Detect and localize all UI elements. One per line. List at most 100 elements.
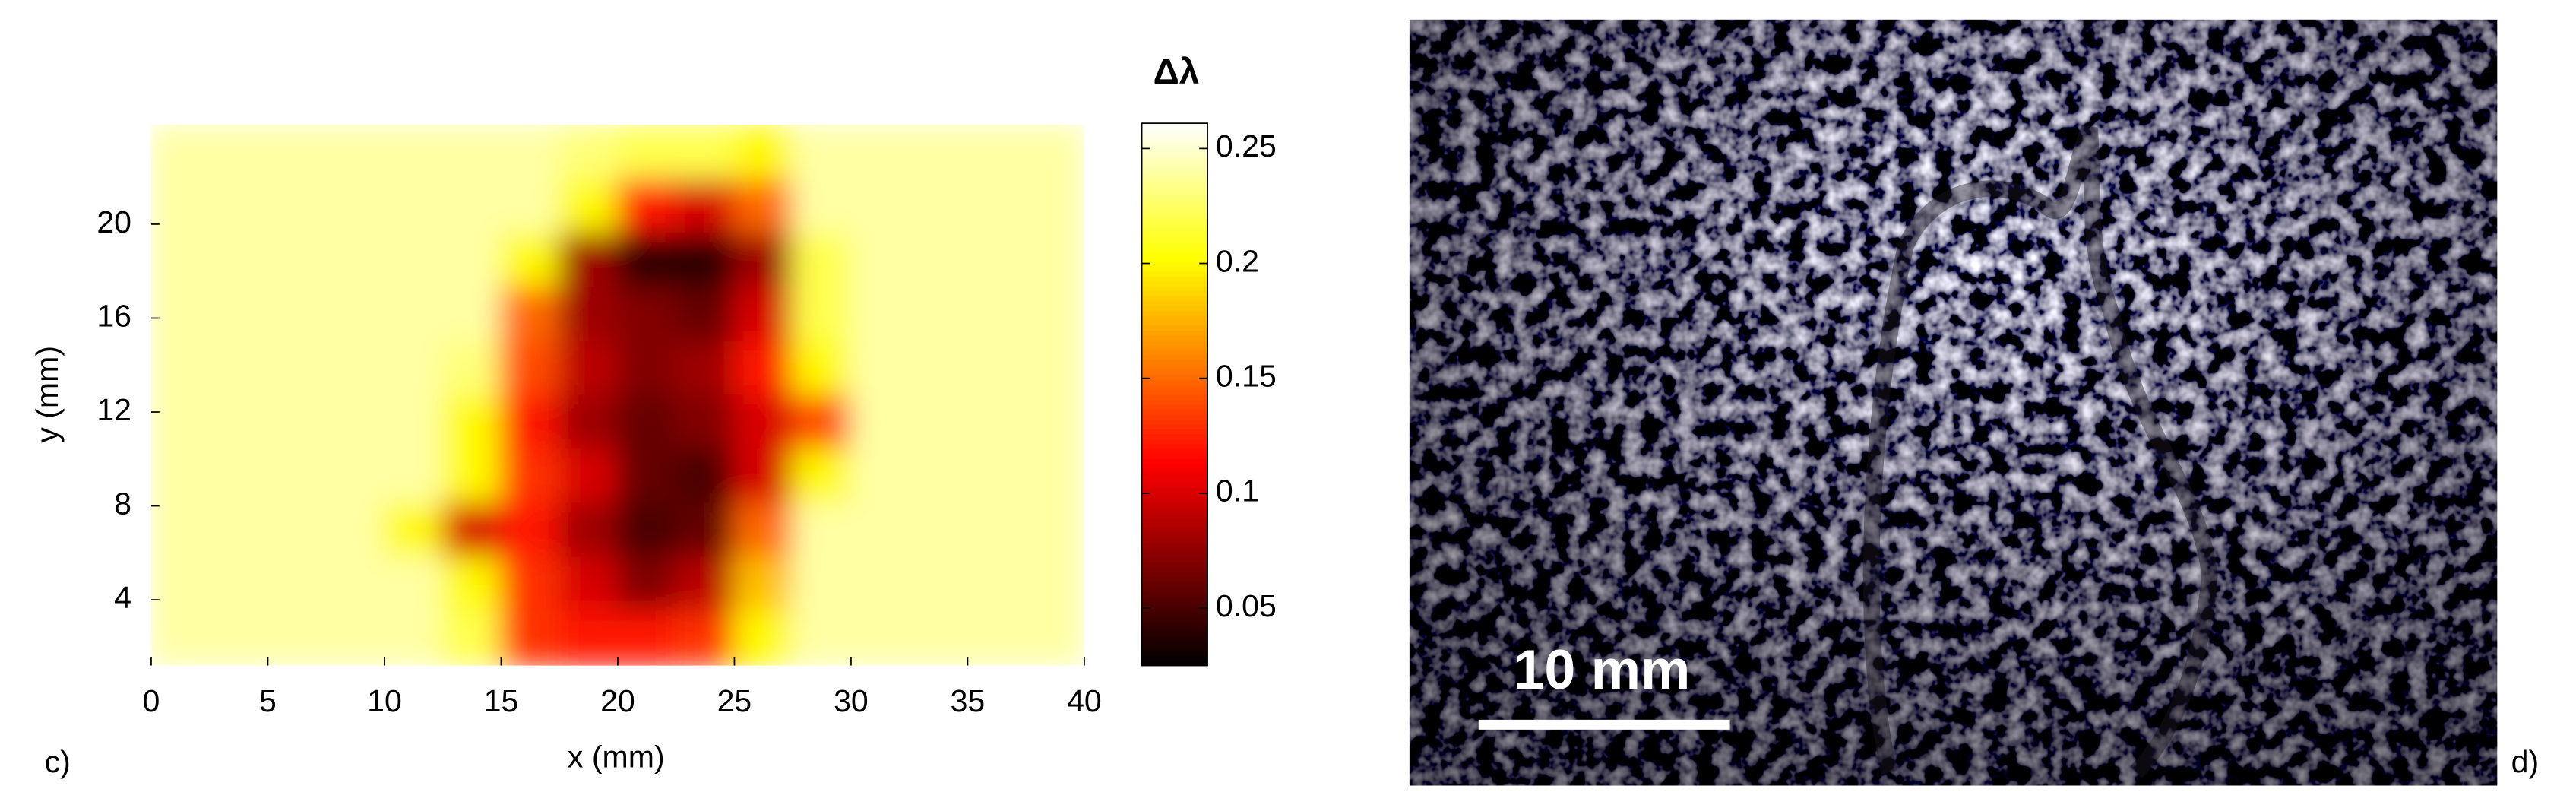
heatmap-cell — [500, 556, 561, 613]
y-tick-label: 16 — [97, 298, 131, 333]
heatmap-cell — [850, 556, 910, 613]
heatmap-cell — [1025, 556, 1084, 613]
heatmap-cell — [383, 610, 444, 666]
heatmap-cell — [150, 448, 210, 505]
colorbar-swatch — [1141, 236, 1208, 242]
heatmap-cell — [267, 233, 328, 289]
colorbar-swatch — [1141, 186, 1208, 193]
colorbar-swatch — [1141, 265, 1208, 272]
colorbar-swatch — [1141, 541, 1208, 548]
photo-feature — [1862, 125, 2218, 778]
heatmap-cell — [908, 341, 969, 397]
heatmap-cell — [267, 610, 328, 666]
colorbar-swatch — [1141, 295, 1208, 302]
heatmap-cell — [383, 556, 444, 613]
heatmap-cell — [559, 125, 619, 181]
colorbar-swatch — [1141, 521, 1208, 528]
heatmap-cell — [559, 341, 619, 397]
heatmap-cell — [208, 287, 269, 343]
y-tick-label: 8 — [114, 486, 131, 521]
heatmap-cell — [675, 610, 736, 666]
x-tick-label: 25 — [717, 683, 752, 718]
heatmap-cell — [325, 341, 386, 397]
heatmap-cell — [967, 125, 1027, 181]
heatmap-cell — [559, 502, 619, 559]
heatmap-cell — [500, 610, 561, 666]
heatmap-cell — [1025, 179, 1084, 235]
heatmap-cell — [733, 341, 794, 397]
heatmap-cell — [967, 233, 1027, 289]
heatmap-cell — [1025, 394, 1084, 451]
colorbar-swatch — [1141, 635, 1208, 642]
x-axis-label: x (mm) — [568, 740, 665, 775]
heatmap-cell — [675, 341, 736, 397]
heatmap-cell — [325, 125, 386, 181]
heatmap-cell — [325, 610, 386, 666]
colorbar-swatch — [1141, 566, 1208, 572]
colorbar-swatch — [1141, 285, 1208, 292]
heatmap-cell — [500, 448, 561, 505]
colorbar-swatch — [1141, 620, 1208, 627]
colorbar-swatch — [1141, 192, 1208, 198]
x-tick-label: 5 — [259, 683, 277, 718]
heatmap-cell — [850, 179, 910, 235]
heatmap-cell — [733, 179, 794, 235]
colorbar-swatch — [1141, 547, 1208, 553]
heatmap-cell — [908, 394, 969, 451]
colorbar-swatch — [1141, 329, 1208, 336]
heatmap-cell — [1025, 125, 1084, 181]
colorbar-tick-label: 0.1 — [1216, 474, 1259, 509]
colorbar-swatch — [1141, 408, 1208, 415]
heatmap-cell — [559, 448, 619, 505]
colorbar-swatch — [1141, 349, 1208, 356]
heatmap-cell — [325, 287, 386, 343]
colorbar-swatch — [1141, 487, 1208, 494]
heatmap-cell — [150, 287, 210, 343]
heatmap-cell — [733, 556, 794, 613]
panel-label: c) — [45, 744, 71, 779]
heatmap-cell — [383, 502, 444, 559]
colorbar-swatch — [1141, 339, 1208, 346]
heatmap-cell — [500, 394, 561, 451]
colorbar-swatch — [1141, 305, 1208, 312]
heatmap-cell — [792, 341, 853, 397]
colorbar-swatch — [1141, 645, 1208, 651]
heatmap-cell — [908, 179, 969, 235]
heatmap-cell — [559, 233, 619, 289]
colorbar-swatch — [1141, 507, 1208, 514]
colorbar-swatch — [1141, 398, 1208, 405]
heatmap-cell — [325, 556, 386, 613]
heatmap-cell — [850, 610, 910, 666]
y-tick-label: 12 — [97, 392, 131, 427]
heatmap-cell — [733, 125, 794, 181]
colorbar-swatch — [1141, 581, 1208, 588]
x-tick-label: 35 — [951, 683, 986, 718]
panel-label: d) — [2511, 744, 2540, 779]
heatmap-cell — [616, 610, 677, 666]
heatmap-cell — [267, 556, 328, 613]
colorbar-swatch — [1141, 512, 1208, 518]
heatmap-cell — [325, 394, 386, 451]
heatmap-cell — [325, 233, 386, 289]
colorbar-swatch — [1141, 561, 1208, 568]
heatmap-cell — [208, 179, 269, 235]
heatmap-cell — [967, 287, 1027, 343]
x-tick-label: 15 — [484, 683, 519, 718]
heatmap-cell — [616, 448, 677, 505]
colorbar-swatch — [1141, 517, 1208, 524]
colorbar-swatch — [1141, 591, 1208, 597]
x-tick-label: 30 — [834, 683, 869, 718]
heatmap-cell — [441, 341, 502, 397]
heatmap-cell — [675, 125, 736, 181]
colorbar-swatch — [1141, 448, 1208, 455]
heatmap-cell — [675, 556, 736, 613]
heatmap-cell — [441, 179, 502, 235]
scale-bar-label: 10 mm — [1513, 638, 1690, 701]
photo: 10 mm — [1409, 19, 2498, 786]
y-axis-label: y (mm) — [30, 346, 65, 443]
colorbar-swatch — [1141, 600, 1208, 607]
heatmap-cell — [150, 556, 210, 613]
heatmap-cell — [325, 448, 386, 505]
heatmap-cell — [850, 341, 910, 397]
